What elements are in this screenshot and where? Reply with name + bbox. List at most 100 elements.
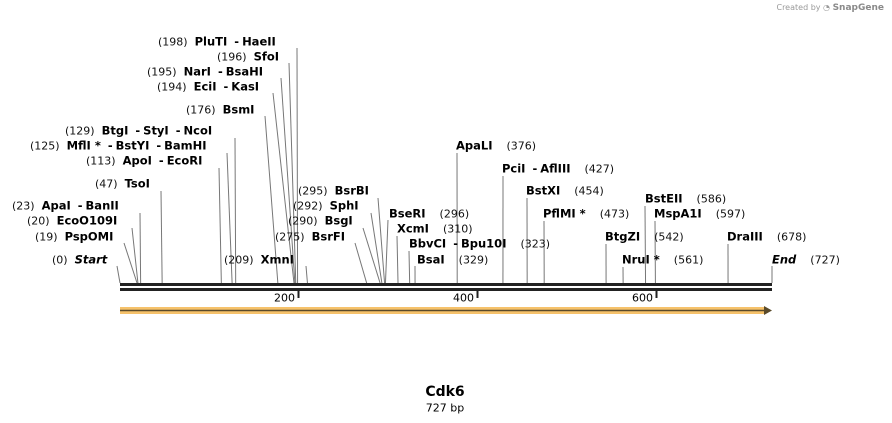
- site-line: [116, 265, 121, 284]
- site-position: (209): [224, 253, 254, 267]
- separator: -: [171, 123, 181, 138]
- site-lines: [116, 47, 773, 284]
- site-label-bstxi[interactable]: BstXI (454): [526, 184, 604, 199]
- site-label-draiii[interactable]: DraIII (678): [727, 230, 806, 245]
- site-line: [370, 212, 383, 284]
- site-label-btgi[interactable]: (129) BtgI - StyI - NcoI: [65, 124, 212, 139]
- enzyme-name: Bpu10I: [461, 236, 507, 251]
- enzyme-names: NruI *: [622, 252, 660, 267]
- separator: -: [154, 153, 164, 168]
- site-label-bsgi[interactable]: (290) BsgI: [288, 214, 353, 229]
- enzyme-name: PflMI *: [543, 206, 586, 221]
- site-label-nari[interactable]: (195) NarI - BsaHI: [147, 65, 263, 80]
- site-label-apoi[interactable]: (113) ApoI - EcoRI: [86, 154, 202, 169]
- enzyme-name: EcoRI: [166, 153, 203, 168]
- site-line: [305, 265, 308, 284]
- site-label-sphi[interactable]: (292) SphI: [293, 199, 359, 214]
- site-label-xmni[interactable]: (209) XmnI: [224, 253, 294, 268]
- enzyme-name: SfoI: [253, 49, 280, 64]
- site-line: [123, 242, 138, 284]
- site-label-bsai[interactable]: BsaI (329): [417, 253, 488, 268]
- separator: -: [230, 34, 240, 49]
- site-position: (275): [275, 230, 305, 244]
- enzyme-name: End: [772, 252, 797, 267]
- site-label-mfli[interactable]: (125) MflI * - BstYI - BamHI: [30, 139, 207, 154]
- site-label-ecii[interactable]: (194) EciI - KasI: [157, 80, 259, 95]
- site-position: (678): [776, 230, 807, 244]
- enzyme-name: AflIII: [540, 161, 571, 176]
- enzyme-name: BstYI: [115, 138, 150, 153]
- ruler-label-400: 400: [453, 291, 474, 305]
- site-position: (295): [298, 184, 328, 198]
- site-position: (329): [458, 253, 489, 267]
- site-label-btgzi[interactable]: BtgZI (542): [605, 230, 684, 245]
- site-label-xcmi[interactable]: XcmI (310): [397, 222, 473, 237]
- site-position: (23): [12, 199, 35, 213]
- site-label-mspa1i[interactable]: MspA1I (597): [654, 207, 745, 222]
- enzyme-names: PciI - AflIII: [502, 161, 571, 176]
- site-label-end[interactable]: End (727): [772, 253, 840, 268]
- site-position: (196): [217, 50, 247, 64]
- enzyme-name: EcoO109I: [56, 213, 118, 228]
- site-label-apali[interactable]: ApaLI (376): [456, 139, 536, 154]
- site-label-start[interactable]: (0) Start: [52, 253, 107, 268]
- site-label-ecoo109i[interactable]: (20) EcoO109I: [27, 214, 117, 229]
- enzyme-names: EciI - KasI: [194, 80, 259, 94]
- separator: -: [152, 138, 162, 153]
- site-position: (323): [520, 237, 551, 251]
- site-line: [296, 47, 299, 284]
- site-label-bbvci[interactable]: BbvCI - Bpu10I (323): [409, 237, 550, 252]
- enzyme-names: ApoI - EcoRI: [122, 153, 203, 168]
- enzyme-name: BsrBI: [334, 183, 369, 198]
- site-label-bsrbi[interactable]: (295) BsrBI: [298, 184, 369, 199]
- enzyme-name: PspOMI: [64, 229, 114, 244]
- site-line: [377, 197, 386, 284]
- separator: -: [213, 64, 223, 79]
- site-line: [160, 190, 163, 284]
- site-position: (586): [696, 192, 727, 206]
- site-label-pcii[interactable]: PciI - AflIII (427): [502, 162, 614, 177]
- site-line: [139, 212, 142, 284]
- site-position: (561): [673, 253, 704, 267]
- site-label-bseri[interactable]: BseRI (296): [389, 207, 469, 222]
- site-position: (473): [599, 207, 630, 221]
- enzyme-name: TsoI: [124, 176, 150, 191]
- site-line: [280, 77, 296, 284]
- site-position: (195): [147, 65, 177, 79]
- site-line: [354, 242, 368, 284]
- site-label-bsteii[interactable]: BstEII (586): [645, 192, 726, 207]
- enzyme-name: BsaI: [417, 252, 445, 267]
- enzyme-name: NcoI: [183, 123, 213, 138]
- site-position: (454): [574, 184, 604, 198]
- site-label-bsmi[interactable]: (176) BsmI: [186, 103, 254, 118]
- site-label-apai[interactable]: (23) ApaI - BanII: [12, 199, 119, 214]
- enzyme-names: BstEII: [645, 192, 683, 206]
- site-position: (292): [293, 199, 323, 213]
- enzyme-name: NruI *: [622, 252, 660, 267]
- separator: -: [103, 138, 113, 153]
- sequence-length: 727 bp: [425, 401, 465, 415]
- site-label-bsrfi[interactable]: (275) BsrFI: [275, 230, 345, 245]
- site-label-pflmi[interactable]: PflMI * (473): [543, 207, 629, 222]
- site-position: (129): [65, 124, 95, 138]
- enzyme-name: ApaLI: [456, 138, 493, 153]
- enzyme-names: End: [772, 252, 797, 267]
- site-position: (542): [654, 230, 684, 244]
- snapgene-logo-icon: ◔: [823, 3, 831, 12]
- enzyme-names: BsaI: [417, 252, 445, 267]
- site-position: (176): [186, 103, 216, 117]
- site-label-sfoi[interactable]: (196) SfoI: [217, 50, 279, 65]
- site-label-pluti[interactable]: (198) PluTI - HaeII: [158, 35, 276, 50]
- site-line: [396, 235, 399, 284]
- site-label-nrui[interactable]: NruI * (561): [622, 253, 703, 268]
- enzyme-name: Start: [74, 252, 108, 267]
- site-label-pspomi[interactable]: (19) PspOMI: [35, 230, 113, 245]
- site-position: (296): [439, 207, 470, 221]
- enzyme-name: ApoI: [122, 153, 152, 168]
- site-position: (19): [35, 230, 58, 244]
- site-label-tsoi[interactable]: (47) TsoI: [95, 177, 150, 192]
- enzyme-name: BsaHI: [225, 64, 263, 79]
- feature-arrow[interactable]: [120, 306, 772, 315]
- enzyme-name: XmnI: [260, 252, 294, 267]
